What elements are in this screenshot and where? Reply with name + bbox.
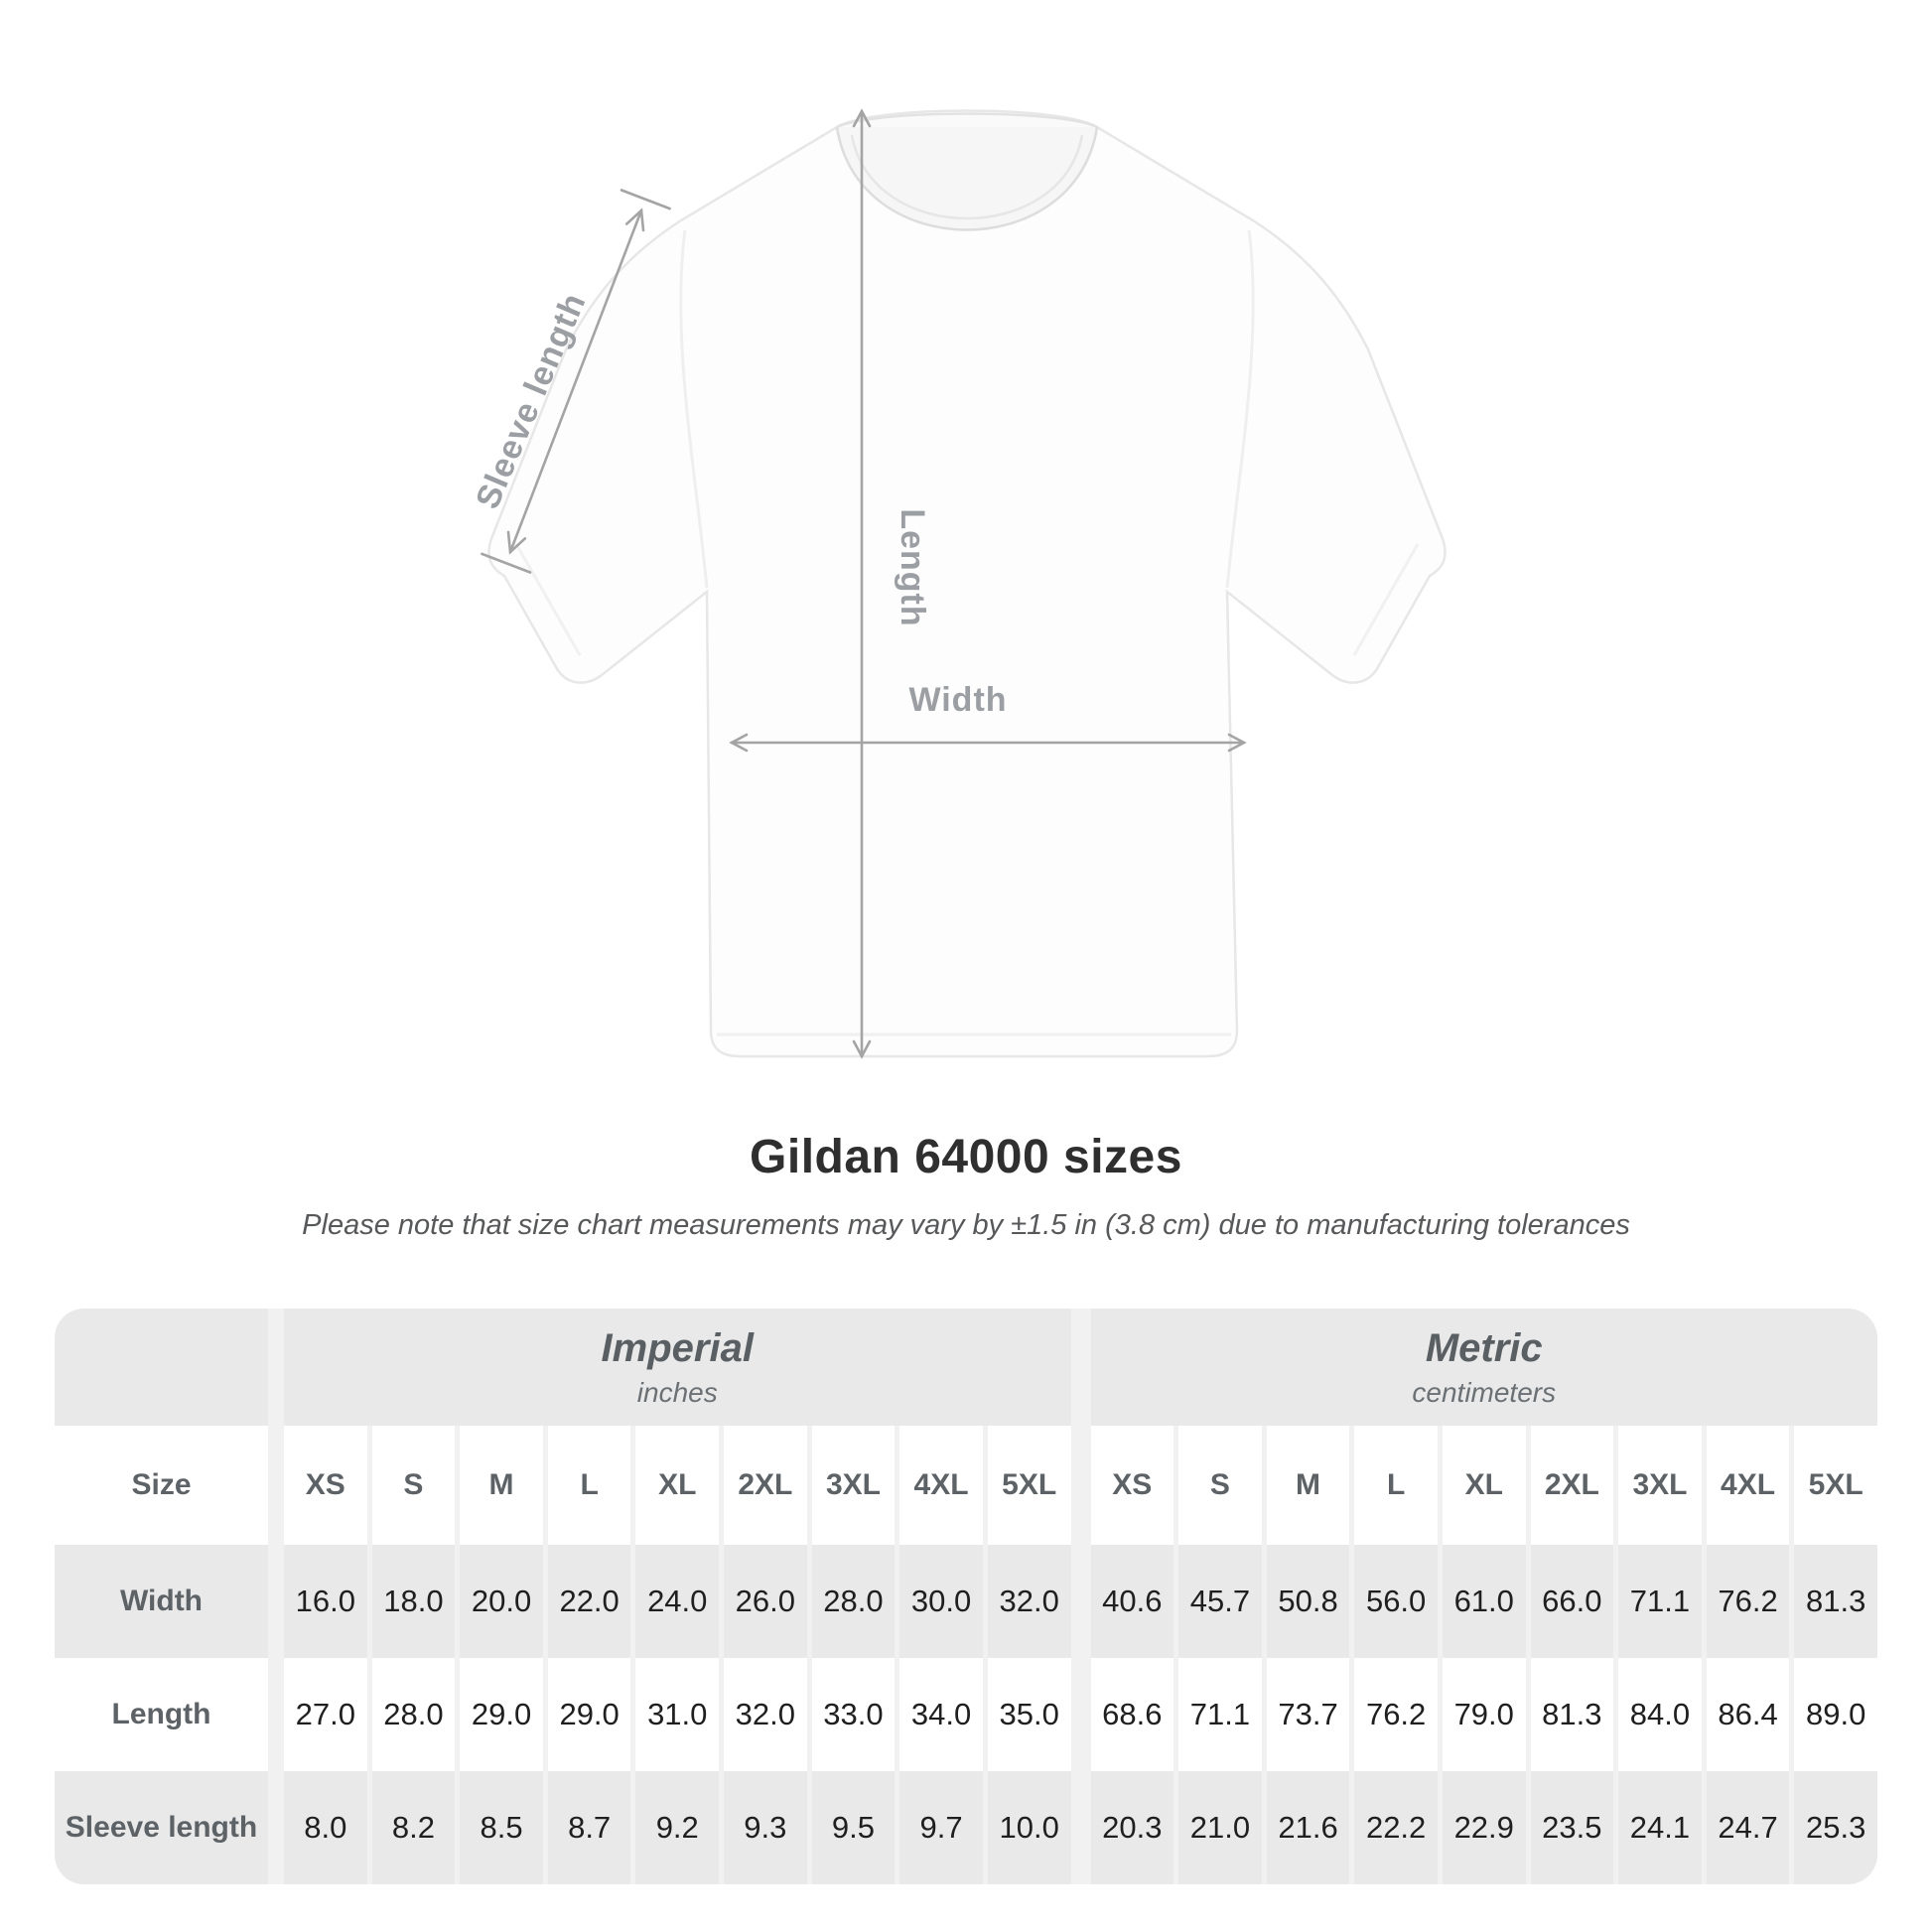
sleeve-value: 22.2 <box>1354 1771 1438 1884</box>
sleeve-value: 10.0 <box>987 1771 1071 1884</box>
length-value: 34.0 <box>899 1658 983 1771</box>
size-col-header: 2XL <box>1530 1426 1614 1545</box>
width-value: 22.0 <box>547 1545 631 1658</box>
size-col-header: XL <box>1442 1426 1526 1545</box>
length-value: 27.0 <box>284 1658 367 1771</box>
length-value: 33.0 <box>811 1658 896 1771</box>
size-col-header: M <box>460 1426 543 1545</box>
tolerance-note: Please note that size chart measurements… <box>302 1209 1630 1241</box>
sleeve-value: 8.2 <box>371 1771 456 1884</box>
table-row-sleeve-length: Sleeve length 8.0 8.2 8.5 8.7 9.2 9.3 9.… <box>55 1771 1877 1884</box>
length-value: 79.0 <box>1442 1658 1526 1771</box>
size-col-header: XL <box>635 1426 720 1545</box>
width-value: 76.2 <box>1706 1545 1790 1658</box>
width-value: 81.3 <box>1794 1545 1877 1658</box>
sleeve-dimension-arrow <box>481 189 671 574</box>
size-col-header: XS <box>284 1426 367 1545</box>
size-col-header: 4XL <box>1706 1426 1790 1545</box>
page-title: Gildan 64000 sizes <box>750 1131 1182 1183</box>
length-value: 29.0 <box>547 1658 631 1771</box>
length-value: 29.0 <box>460 1658 543 1771</box>
width-value: 50.8 <box>1266 1545 1350 1658</box>
size-corner-label: Size <box>55 1426 268 1545</box>
width-value: 30.0 <box>899 1545 983 1658</box>
row-label-width: Width <box>55 1545 268 1658</box>
sleeve-value: 21.6 <box>1266 1771 1350 1884</box>
metric-label: Metric <box>1425 1326 1543 1370</box>
sleeve-value: 22.9 <box>1442 1771 1526 1884</box>
width-value: 66.0 <box>1530 1545 1614 1658</box>
sleeve-value: 9.7 <box>899 1771 983 1884</box>
table-row-length: Length 27.0 28.0 29.0 29.0 31.0 32.0 33.… <box>55 1658 1877 1771</box>
sleeve-value: 25.3 <box>1794 1771 1877 1884</box>
size-col-header: 4XL <box>899 1426 983 1545</box>
width-value: 32.0 <box>987 1545 1071 1658</box>
width-value: 24.0 <box>635 1545 720 1658</box>
imperial-label: Imperial <box>601 1326 754 1370</box>
size-header-row: Size XS S M L XL 2XL 3XL 4XL 5XL XS S M … <box>55 1426 1877 1545</box>
sleeve-value: 20.3 <box>1090 1771 1174 1884</box>
size-col-header: 2XL <box>724 1426 807 1545</box>
sleeve-value: 23.5 <box>1530 1771 1614 1884</box>
length-value: 68.6 <box>1090 1658 1174 1771</box>
row-label-sleeve-length: Sleeve length <box>55 1771 268 1884</box>
row-label-length: Length <box>55 1658 268 1771</box>
width-value: 71.1 <box>1618 1545 1702 1658</box>
sleeve-value: 21.0 <box>1178 1771 1262 1884</box>
sleeve-value: 8.7 <box>547 1771 631 1884</box>
sleeve-value: 24.7 <box>1706 1771 1790 1884</box>
corner-spacer <box>55 1309 268 1426</box>
size-col-header: S <box>1178 1426 1262 1545</box>
length-value: 32.0 <box>724 1658 807 1771</box>
sleeve-value: 9.3 <box>724 1771 807 1884</box>
size-col-header: 5XL <box>1794 1426 1877 1545</box>
tshirt-diagram: Sleeve length Length Width <box>469 108 1447 1059</box>
sleeve-value: 9.5 <box>811 1771 896 1884</box>
width-label: Width <box>908 681 1007 719</box>
length-label: Length <box>894 508 931 626</box>
width-value: 45.7 <box>1178 1545 1262 1658</box>
table-row-width: Width 16.0 18.0 20.0 22.0 24.0 26.0 28.0… <box>55 1545 1877 1658</box>
imperial-unit-label: inches <box>636 1377 718 1408</box>
sleeve-value: 9.2 <box>635 1771 720 1884</box>
metric-group-header: Metric centimeters <box>1090 1309 1877 1426</box>
length-value: 73.7 <box>1266 1658 1350 1771</box>
width-value: 61.0 <box>1442 1545 1526 1658</box>
size-col-header: L <box>547 1426 631 1545</box>
length-value: 81.3 <box>1530 1658 1614 1771</box>
size-col-header: 3XL <box>811 1426 896 1545</box>
width-value: 56.0 <box>1354 1545 1438 1658</box>
width-value: 16.0 <box>284 1545 367 1658</box>
imperial-group-header: Imperial inches <box>284 1309 1071 1426</box>
length-value: 84.0 <box>1618 1658 1702 1771</box>
size-col-header: L <box>1354 1426 1438 1545</box>
width-value: 40.6 <box>1090 1545 1174 1658</box>
width-value: 18.0 <box>371 1545 456 1658</box>
size-col-header: S <box>371 1426 456 1545</box>
sleeve-value: 8.5 <box>460 1771 543 1884</box>
length-value: 76.2 <box>1354 1658 1438 1771</box>
length-value: 31.0 <box>635 1658 720 1771</box>
length-dimension-arrow <box>852 108 872 1059</box>
width-value: 28.0 <box>811 1545 896 1658</box>
length-value: 35.0 <box>987 1658 1071 1771</box>
size-col-header: XS <box>1090 1426 1174 1545</box>
width-value: 26.0 <box>724 1545 807 1658</box>
sleeve-value: 8.0 <box>284 1771 367 1884</box>
width-dimension-arrow <box>729 733 1247 753</box>
size-col-header: 5XL <box>987 1426 1071 1545</box>
unit-group-row: Imperial inches Metric centimeters <box>55 1309 1877 1426</box>
length-value: 86.4 <box>1706 1658 1790 1771</box>
length-value: 28.0 <box>371 1658 456 1771</box>
size-table: Imperial inches Metric centimeters Size … <box>55 1309 1877 1884</box>
width-value: 20.0 <box>460 1545 543 1658</box>
sleeve-value: 24.1 <box>1618 1771 1702 1884</box>
metric-unit-label: centimeters <box>1412 1377 1557 1408</box>
size-col-header: M <box>1266 1426 1350 1545</box>
tshirt-illustration <box>487 109 1447 1058</box>
length-value: 89.0 <box>1794 1658 1877 1771</box>
size-col-header: 3XL <box>1618 1426 1702 1545</box>
length-value: 71.1 <box>1178 1658 1262 1771</box>
